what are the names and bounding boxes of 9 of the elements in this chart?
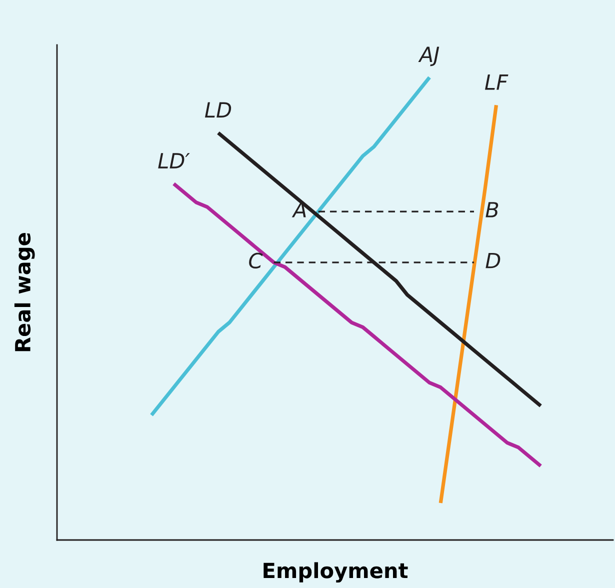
x-axis-title: Employment xyxy=(264,562,408,583)
series-label: AJ xyxy=(418,46,440,66)
series-label: LD xyxy=(204,102,232,118)
series-label: LD′ xyxy=(158,153,190,168)
annotation: C xyxy=(249,252,263,268)
y-axis-title: Real wage xyxy=(14,233,35,352)
series-label: LF xyxy=(485,74,508,90)
annotation: D xyxy=(486,252,500,268)
annotation: B xyxy=(486,202,498,218)
